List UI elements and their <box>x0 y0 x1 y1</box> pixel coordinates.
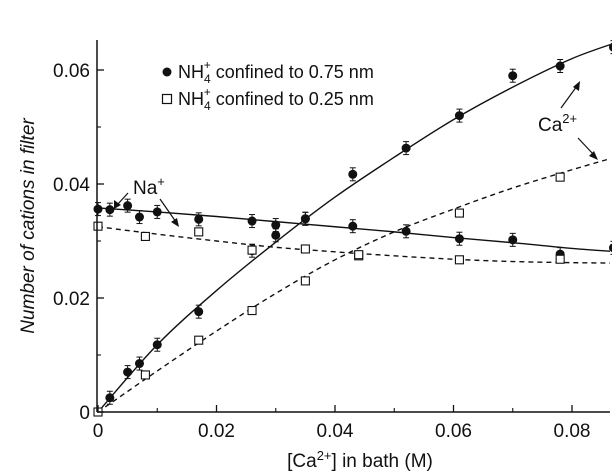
annotation-ca-base: Ca <box>538 115 563 136</box>
data-point-circle <box>134 212 144 222</box>
annotation-ca: Ca2+ <box>538 81 598 160</box>
data-point-square <box>140 370 150 380</box>
data-point-circle <box>271 220 281 230</box>
y-axis-title: Number of cations in filter <box>18 118 39 334</box>
legend-entry-025nm-sub: 4 <box>204 99 211 113</box>
legend-entry-075nm-suffix: confined to 0.75 nm <box>211 62 374 82</box>
fit-curve-dashed <box>97 157 610 412</box>
fit-curve-solid <box>97 207 610 252</box>
legend-entry-075nm-sub: 4 <box>204 72 211 86</box>
x-tick-label: 0.08 <box>554 421 591 442</box>
data-point-circle <box>300 214 310 224</box>
data-point-square <box>194 335 204 345</box>
legend-entry-025nm-sup: + <box>204 85 211 99</box>
annotation-ca-sup: 2+ <box>562 111 577 126</box>
data-point-circle <box>348 221 358 231</box>
legend: NH4+ confined to 0.75 nm NH4+ confined t… <box>161 58 374 113</box>
annotation-na-arrow-2 <box>159 198 177 223</box>
y-tick-label: 0 <box>79 403 90 424</box>
data-point-circle <box>123 201 133 211</box>
legend-marker-open-square <box>161 93 173 105</box>
data-point-circle <box>105 205 115 215</box>
data-point-circle <box>454 234 464 244</box>
data-point-circle <box>247 216 257 226</box>
data-point-circle <box>93 204 103 214</box>
x-tick-label: 0 <box>93 421 104 442</box>
annotation-na-label: Na+ <box>133 174 165 199</box>
annotation-ca-arrowhead-1 <box>573 81 580 91</box>
data-point-square <box>300 244 310 254</box>
data-point-square <box>194 227 204 237</box>
data-point-circle <box>508 235 518 245</box>
legend-entry-025nm-suffix: confined to 0.25 nm <box>211 89 374 109</box>
annotation-ca-label: Ca2+ <box>538 111 577 136</box>
data-point-circle <box>508 71 518 81</box>
x-axis-title-pre: [Ca <box>287 451 317 472</box>
data-point-square <box>454 255 464 265</box>
annotation-na-arrowhead-1 <box>114 200 121 209</box>
legend-entry-075nm: NH4+ confined to 0.75 nm <box>178 58 374 86</box>
y-tick-label: 0.04 <box>53 175 90 196</box>
data-point-circle <box>348 169 358 179</box>
data-point-circle <box>152 207 162 217</box>
data-point-circle <box>152 340 162 350</box>
data-point-circle <box>401 143 411 153</box>
legend-entry-075nm-prefix: NH <box>178 62 204 82</box>
y-tick-label: 0.02 <box>53 289 90 310</box>
data-point-circle <box>194 307 204 317</box>
annotation-na-base: Na <box>133 178 158 199</box>
data-point-circle <box>555 61 565 71</box>
annotation-na-arrow-1 <box>116 192 129 206</box>
x-ticks: 0 0.02 0.04 0.06 0.08 <box>93 405 591 442</box>
annotation-na-sup: + <box>157 174 165 189</box>
x-tick-label: 0.06 <box>435 421 472 442</box>
legend-entry-025nm-prefix: NH <box>178 89 204 109</box>
data-point-circle <box>194 214 204 224</box>
x-axis-title-sup: 2+ <box>317 448 332 463</box>
data-point-square <box>247 245 257 255</box>
legend-marker-filled-circle <box>162 67 172 77</box>
legend-entry-075nm-sup: + <box>204 58 211 72</box>
data-point-square <box>140 231 150 241</box>
x-tick-label: 0.02 <box>198 421 235 442</box>
data-point-square <box>247 305 257 316</box>
data-point-square <box>93 221 103 231</box>
data-point-circle <box>105 393 115 403</box>
data-point-circle <box>271 230 281 240</box>
legend-entry-025nm: NH4+ confined to 0.25 nm <box>178 85 374 113</box>
annotation-ca-arrowhead-2 <box>589 151 598 160</box>
data-point-square <box>300 276 310 286</box>
x-axis-title: [Ca2+] in bath (M) <box>287 448 433 473</box>
y-tick-label: 0.06 <box>53 61 90 82</box>
annotation-ca-arrow-1 <box>560 85 578 109</box>
data-point-circle <box>608 243 612 253</box>
x-tick-label: 0.04 <box>317 421 354 442</box>
data-point-square <box>454 208 464 218</box>
data-point-circle <box>123 367 133 377</box>
axis-frame <box>96 40 610 413</box>
data-point-circle <box>134 359 144 369</box>
data-point-square <box>354 250 364 260</box>
annotation-na-arrowhead-2 <box>171 218 179 227</box>
fit-curve-solid <box>97 43 610 412</box>
x-axis-title-post: ] in bath (M) <box>332 451 433 472</box>
plot-area <box>93 40 612 417</box>
data-point-circle <box>401 226 411 236</box>
annotation-ca-arrow-2 <box>577 137 595 156</box>
data-point-circle <box>608 42 612 52</box>
data-point-square <box>555 172 565 182</box>
annotation-na: Na+ <box>114 174 179 227</box>
data-point-square <box>555 254 565 264</box>
y-ticks: 0 0.02 0.04 0.06 <box>53 61 104 424</box>
data-point-circle <box>454 111 464 121</box>
